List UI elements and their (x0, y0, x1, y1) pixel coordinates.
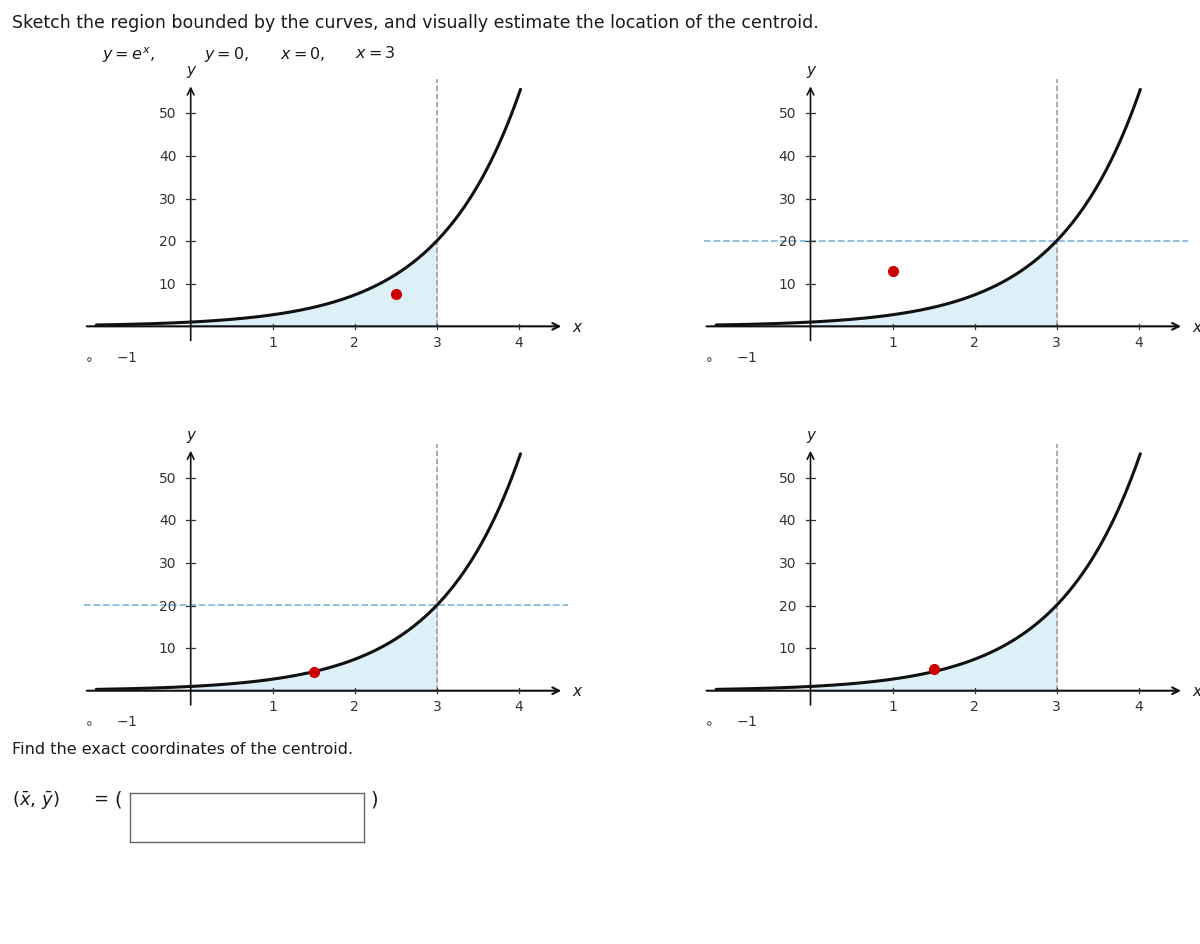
Text: 50: 50 (779, 471, 797, 485)
Text: 3: 3 (1052, 336, 1061, 349)
Text: 40: 40 (779, 514, 797, 528)
Text: y: y (806, 427, 815, 442)
Text: 2: 2 (971, 700, 979, 714)
Text: 50: 50 (158, 471, 176, 485)
Text: y: y (186, 63, 196, 78)
Text: 20: 20 (158, 598, 176, 613)
Text: 40: 40 (158, 514, 176, 528)
Text: 30: 30 (158, 556, 176, 570)
Text: x: x (1192, 683, 1200, 699)
Text: $-1$: $-1$ (736, 350, 757, 364)
Text: y: y (806, 63, 815, 78)
Text: $y = 0,$: $y = 0,$ (204, 45, 250, 64)
Text: $=$: $=$ (90, 788, 109, 806)
Text: 1: 1 (888, 336, 896, 349)
Text: 2: 2 (971, 336, 979, 349)
Text: 2: 2 (350, 336, 359, 349)
Text: 4: 4 (515, 700, 523, 714)
Text: 4: 4 (1134, 700, 1144, 714)
Text: $-1$: $-1$ (736, 715, 757, 729)
Text: 1: 1 (269, 700, 277, 714)
Text: 3: 3 (1052, 700, 1061, 714)
Text: 1: 1 (888, 700, 896, 714)
Text: $($: $($ (114, 788, 122, 809)
Text: $x = 0,$: $x = 0,$ (280, 45, 325, 63)
Text: $-1$: $-1$ (116, 350, 137, 364)
Text: y: y (186, 427, 196, 442)
Text: 30: 30 (158, 193, 176, 207)
Text: $\circ$: $\circ$ (703, 350, 712, 364)
Text: 3: 3 (432, 336, 442, 349)
Text: 30: 30 (779, 193, 797, 207)
Text: 10: 10 (779, 278, 797, 292)
Text: 20: 20 (779, 235, 797, 249)
Text: 10: 10 (158, 641, 176, 655)
Text: x: x (572, 319, 581, 334)
Text: $x = 3$: $x = 3$ (355, 45, 396, 61)
Text: Find the exact coordinates of the centroid.: Find the exact coordinates of the centro… (12, 741, 353, 756)
Text: $\circ$: $\circ$ (84, 715, 92, 729)
Text: Sketch the region bounded by the curves, and visually estimate the location of t: Sketch the region bounded by the curves,… (12, 14, 818, 32)
Text: $\circ$: $\circ$ (84, 350, 92, 364)
Text: $(\bar{x},\,\bar{y})$: $(\bar{x},\,\bar{y})$ (12, 788, 60, 810)
Text: $y = e^x,$: $y = e^x,$ (102, 45, 155, 65)
Text: $\circ$: $\circ$ (703, 715, 712, 729)
Text: 40: 40 (158, 150, 176, 164)
Text: 10: 10 (158, 278, 176, 292)
Text: x: x (1192, 319, 1200, 334)
Text: 40: 40 (779, 150, 797, 164)
Text: 30: 30 (779, 556, 797, 570)
Text: 20: 20 (779, 598, 797, 613)
Text: 1: 1 (269, 336, 277, 349)
Text: 3: 3 (432, 700, 442, 714)
Text: 2: 2 (350, 700, 359, 714)
Text: $-1$: $-1$ (116, 715, 137, 729)
Text: 4: 4 (1134, 336, 1144, 349)
Text: 4: 4 (515, 336, 523, 349)
Text: 20: 20 (158, 235, 176, 249)
Text: x: x (572, 683, 581, 699)
Text: 50: 50 (158, 108, 176, 121)
Text: 10: 10 (779, 641, 797, 655)
Text: 50: 50 (779, 108, 797, 121)
Text: $)$: $)$ (370, 788, 378, 809)
